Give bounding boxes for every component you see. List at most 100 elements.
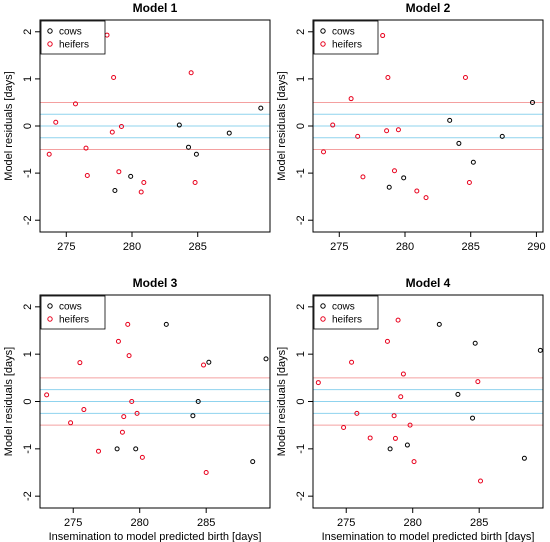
cows-point bbox=[404, 442, 410, 448]
heifers-point bbox=[321, 149, 327, 155]
cows-point bbox=[455, 391, 461, 397]
x-tick-label: 285 bbox=[197, 517, 215, 529]
legend-label-heifers: heifers bbox=[332, 315, 362, 326]
heifers-point bbox=[478, 478, 484, 484]
legend-label-cows: cows bbox=[332, 27, 355, 38]
cows-point bbox=[521, 455, 527, 461]
heifers-point bbox=[400, 371, 406, 377]
legend-box bbox=[40, 295, 106, 330]
legend-marker-heifers bbox=[320, 316, 326, 322]
cows-point bbox=[456, 140, 462, 146]
cows-point bbox=[387, 446, 393, 452]
heifers-point bbox=[203, 470, 209, 475]
y-tick-label: 0 bbox=[22, 123, 34, 129]
y-tick-label: -1 bbox=[22, 444, 34, 454]
heifers-point bbox=[116, 169, 122, 175]
x-tick-label: 275 bbox=[64, 517, 82, 529]
panel-title: Model 1 bbox=[133, 1, 178, 15]
x-tick-label: 280 bbox=[396, 241, 414, 253]
legend: cows heifers bbox=[313, 295, 379, 330]
heifers-point bbox=[121, 414, 127, 420]
legend-marker-cows bbox=[320, 28, 326, 34]
y-tick-label: -1 bbox=[295, 168, 307, 178]
cows-point bbox=[186, 144, 192, 150]
heifers-point bbox=[354, 410, 360, 416]
legend-label-cows: cows bbox=[59, 302, 82, 313]
heifers-point bbox=[111, 74, 117, 80]
x-tick-label: 285 bbox=[189, 241, 207, 253]
heifers-point bbox=[188, 70, 194, 76]
cows-point bbox=[470, 415, 476, 421]
legend-label-cows: cows bbox=[332, 302, 355, 313]
heifers-point bbox=[129, 399, 135, 404]
cows-point bbox=[163, 321, 169, 327]
y-tick-label: -1 bbox=[295, 444, 307, 454]
heifers-point bbox=[192, 180, 198, 186]
legend-marker-cows bbox=[320, 303, 326, 309]
y-axis-title: Model residuals [days] bbox=[276, 347, 288, 456]
y-tick-label: -2 bbox=[22, 215, 34, 225]
heifers-point bbox=[83, 145, 89, 151]
y-tick-label: -1 bbox=[22, 168, 34, 178]
y-tick-label: 1 bbox=[295, 76, 307, 82]
cows-point bbox=[226, 130, 232, 136]
y-tick-label: 1 bbox=[22, 351, 34, 357]
legend-label-cows: cows bbox=[59, 27, 82, 38]
heifers-point bbox=[355, 133, 361, 139]
heifers-point bbox=[395, 317, 401, 323]
heifers-point bbox=[475, 379, 481, 385]
y-axis-title: Model residuals [days] bbox=[3, 71, 15, 180]
heifers-point bbox=[341, 425, 347, 431]
heifers-point bbox=[466, 180, 472, 186]
heifers-point bbox=[77, 360, 83, 366]
heifers-point bbox=[391, 413, 397, 419]
heifers-point bbox=[330, 122, 336, 128]
heifers-point bbox=[315, 380, 321, 386]
cows-point bbox=[206, 359, 212, 365]
legend-marker-heifers bbox=[47, 316, 53, 322]
heifers-point bbox=[392, 435, 398, 441]
cows-point bbox=[195, 399, 201, 404]
cows-point bbox=[470, 159, 476, 165]
heifers-point bbox=[126, 353, 132, 359]
cows-point bbox=[114, 446, 120, 452]
legend-marker-cows bbox=[47, 303, 53, 309]
x-tick-label: 275 bbox=[330, 241, 348, 253]
heifers-point bbox=[72, 101, 78, 107]
y-tick-label: 0 bbox=[295, 398, 307, 404]
x-tick-label: 285 bbox=[470, 517, 488, 529]
y-tick-label: 1 bbox=[22, 76, 34, 82]
legend: cows heifers bbox=[40, 20, 106, 55]
x-axis-title: Insemination to model predicted birth [d… bbox=[49, 531, 262, 542]
heifers-point bbox=[391, 168, 397, 174]
x-tick-label: 280 bbox=[123, 241, 141, 253]
heifers-point bbox=[414, 188, 420, 194]
legend: cows heifers bbox=[40, 295, 106, 330]
y-axis-title: Model residuals [days] bbox=[276, 71, 288, 180]
y-tick-label: 2 bbox=[295, 304, 307, 310]
legend-label-heifers: heifers bbox=[332, 40, 362, 51]
heifers-point bbox=[68, 420, 74, 426]
x-tick-label: 275 bbox=[57, 241, 75, 253]
panel-title: Model 2 bbox=[406, 1, 451, 15]
legend-marker-heifers bbox=[320, 41, 326, 47]
x-tick-label: 280 bbox=[131, 517, 149, 529]
heifers-point bbox=[423, 195, 429, 201]
cows-point bbox=[128, 173, 134, 179]
heifers-point bbox=[139, 454, 145, 460]
heifers-point bbox=[46, 151, 52, 157]
cows-point bbox=[190, 413, 196, 419]
legend-box bbox=[313, 20, 379, 55]
cows-point bbox=[436, 321, 442, 327]
heifers-point bbox=[95, 448, 101, 454]
y-tick-label: 0 bbox=[295, 123, 307, 129]
heifers-point bbox=[384, 128, 390, 134]
heifers-point bbox=[385, 74, 391, 80]
heifers-point bbox=[53, 119, 59, 125]
heifers-point bbox=[380, 33, 386, 39]
legend-label-heifers: heifers bbox=[59, 40, 89, 51]
heifers-point bbox=[125, 321, 131, 327]
cows-point bbox=[112, 188, 118, 194]
panel-1: Model 1 275 280 285 -2 -1 0 1 2 Model residuals [… bbox=[3, 1, 271, 253]
